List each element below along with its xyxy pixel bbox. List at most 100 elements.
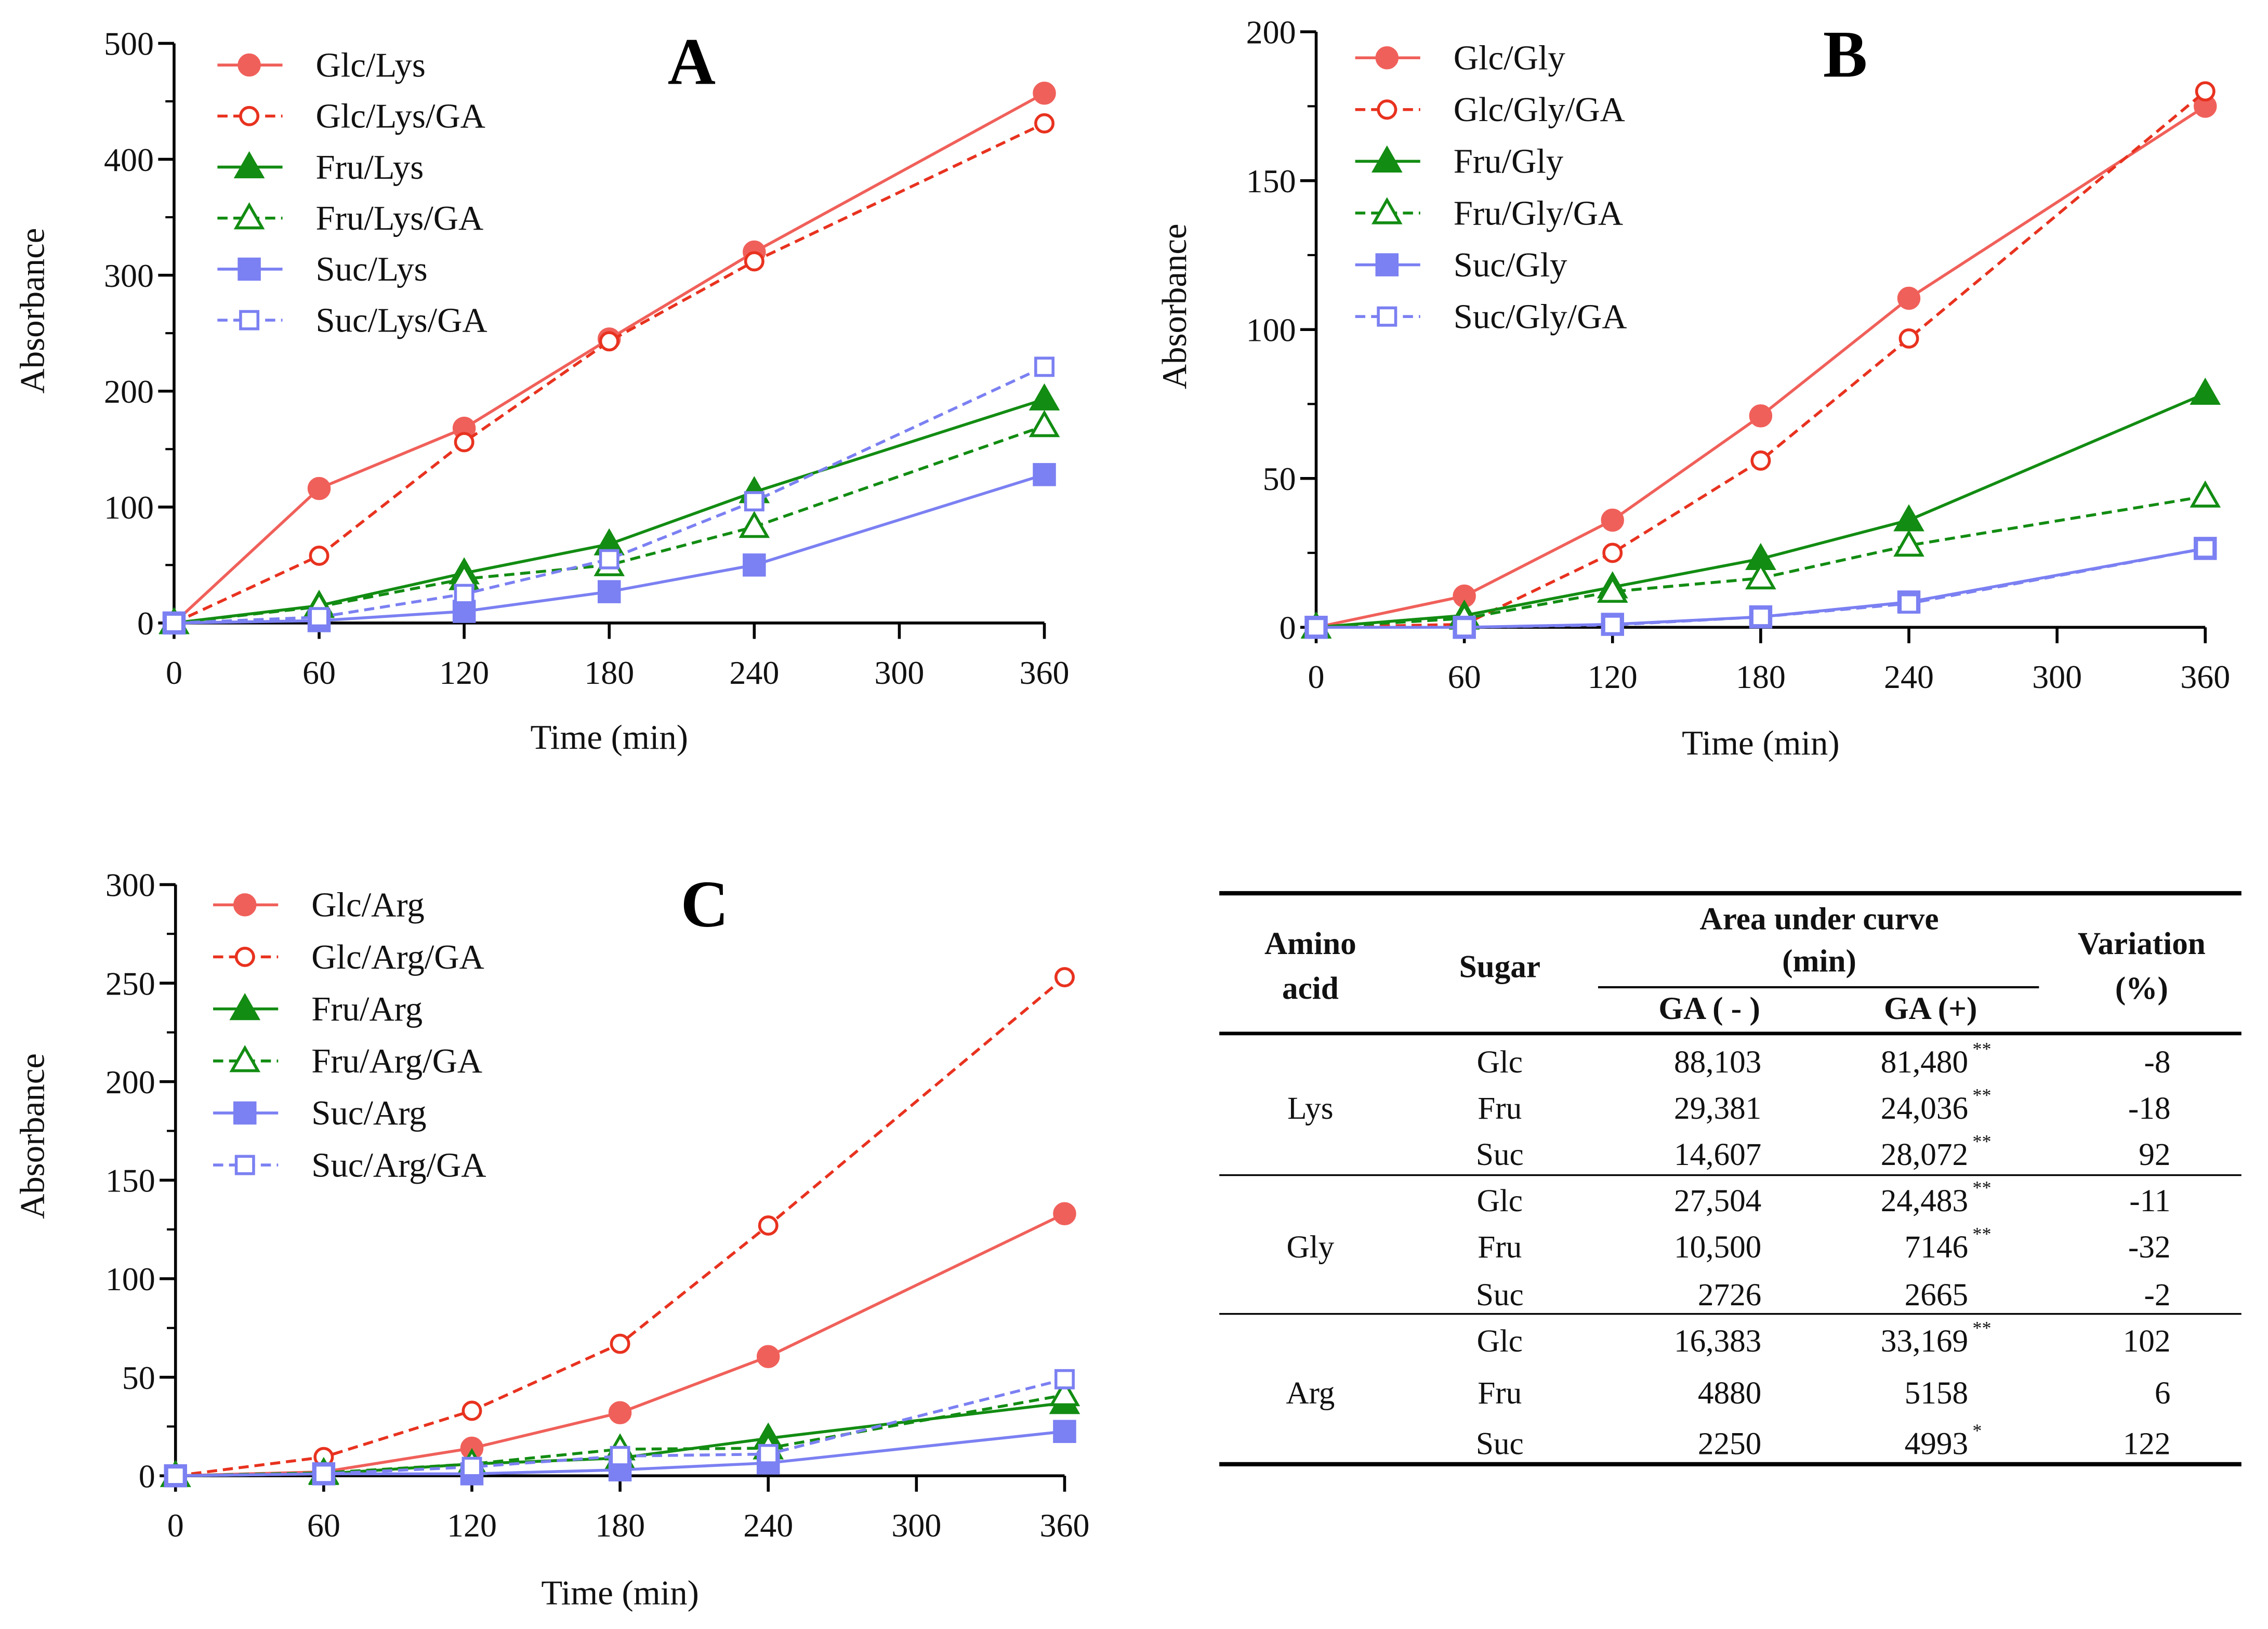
data-point (1053, 1420, 1076, 1443)
legend-label: Fru/Lys/GA (316, 200, 484, 237)
legend-marker (1375, 253, 1399, 276)
data-point (313, 1463, 334, 1484)
legend-label: Glc/Arg/GA (311, 938, 484, 976)
variation-cell: 102 (2123, 1323, 2171, 1359)
ga-minus-cell: 14,607 (1674, 1137, 1761, 1172)
y-tick-label: 300 (106, 867, 155, 904)
table-row: Fru 4880 5158 6 (1478, 1375, 2170, 1411)
legend-item: Glc/Gly (1355, 39, 1566, 77)
data-point (2195, 81, 2216, 102)
data-point (461, 1456, 482, 1477)
ga-minus-cell: 2726 (1698, 1277, 1761, 1313)
data-point (599, 549, 619, 570)
sugar-cell: Glc (1477, 1044, 1523, 1080)
sugar-cell: Fru (1478, 1091, 1522, 1126)
ga-plus-cell: 81,480 (1881, 1044, 1968, 1080)
header-amino-acid: acid (1282, 971, 1339, 1006)
series-line (174, 473, 1045, 625)
significance-mark: ** (1972, 1177, 1991, 1198)
legend-label: Suc/Lys (316, 250, 428, 288)
data-point (758, 1443, 779, 1464)
x-tick-label: 300 (2032, 658, 2082, 695)
header-ga-plus: GA (+) (1884, 991, 1977, 1026)
series-line (1316, 90, 2207, 629)
significance-mark: ** (1972, 1318, 1991, 1339)
table-row: Fru 10,500 7146 ** -32 (1478, 1224, 2170, 1265)
legend-label: Glc/Gly (1454, 39, 1566, 77)
series-line (1316, 392, 2206, 629)
variation-cell: -11 (2129, 1183, 2170, 1219)
legend-label: Glc/Lys (316, 46, 426, 84)
panel-label: B (1823, 17, 1867, 91)
data-point (1893, 504, 1924, 532)
y-axis-label: Absorbance (1156, 223, 1194, 389)
y-tick-label: 50 (122, 1359, 155, 1396)
legend-label: Suc/Gly/GA (1454, 298, 1627, 336)
series-line (1316, 547, 2206, 629)
x-tick-label: 360 (1040, 1507, 1090, 1544)
sugar-cell: Suc (1476, 1426, 1524, 1461)
legend-item: Suc/Lys (217, 250, 428, 288)
variation-cell: -2 (2144, 1277, 2171, 1313)
y-tick-label: 50 (1263, 460, 1296, 497)
y-tick-label: 100 (106, 1261, 155, 1297)
sugar-cell: Glc (1477, 1323, 1523, 1359)
legend-marker (233, 151, 265, 179)
x-tick-label: 360 (1020, 654, 1070, 691)
x-tick-label: 240 (743, 1507, 793, 1544)
data-point (756, 1345, 780, 1368)
auc-table: Amino acid Sugar Area under curve (min) GA ( … (1219, 891, 2241, 1467)
legend-marker (234, 947, 255, 967)
ga-minus-cell: 16,383 (1674, 1323, 1761, 1359)
data-point (2195, 538, 2216, 559)
data-point (597, 580, 621, 603)
legend-item: Glc/Lys/GA (217, 98, 485, 136)
table-row: Suc 2726 2665 -2 (1476, 1277, 2171, 1313)
amino-acid-cell: Arg (1286, 1375, 1335, 1411)
data-point (1033, 463, 1056, 486)
x-tick-label: 60 (307, 1507, 340, 1544)
y-tick-label: 100 (104, 489, 154, 526)
series-suc-arg-ga (165, 1369, 1075, 1486)
x-tick-label: 0 (1308, 658, 1325, 695)
data-point (1033, 82, 1056, 105)
x-tick-label: 180 (584, 654, 634, 691)
chart-c: 0 50 100 150 200 250 300 0 60 120 180 240 300 360 Time… (14, 867, 1090, 1612)
legend-label: Glc/Arg (311, 886, 425, 924)
variation-cell: 92 (2139, 1137, 2170, 1172)
y-tick-label: 200 (104, 373, 154, 410)
data-point (454, 432, 474, 453)
significance-mark: ** (1972, 1039, 1991, 1059)
legend-item: Glc/Arg (213, 886, 425, 924)
table-row: Glc 27,504 24,483 ** -11 (1477, 1177, 2171, 1219)
legend-label: Fru/Lys (316, 149, 424, 187)
x-tick-label: 300 (891, 1507, 941, 1544)
header-sugar: Sugar (1459, 949, 1540, 984)
data-point (743, 553, 766, 577)
table-row: Glc 88,103 81,480 ** -8 (1477, 1039, 2171, 1080)
legend-label: Fru/Arg/GA (311, 1042, 482, 1080)
data-point (610, 1333, 630, 1354)
ga-plus-cell: 5158 (1905, 1375, 1968, 1411)
sugar-cell: Glc (1477, 1183, 1523, 1219)
x-tick-label: 0 (166, 654, 182, 691)
data-point (2190, 377, 2221, 405)
legend-label: Glc/Lys/GA (316, 98, 485, 136)
series-line (174, 425, 1045, 625)
ga-plus-cell: 7146 (1905, 1229, 1968, 1265)
variation-cell: 6 (2155, 1375, 2171, 1411)
data-point (309, 546, 329, 566)
legend-marker (1375, 46, 1399, 70)
data-point (307, 476, 331, 500)
sugar-cell: Fru (1478, 1375, 1522, 1411)
data-point (1893, 529, 1924, 557)
header-amino-acid: Amino (1264, 926, 1356, 961)
ga-plus-cell: 24,036 (1881, 1091, 1968, 1126)
data-point (1749, 404, 1773, 428)
data-point (454, 584, 474, 604)
legend-label: Fru/Gly/GA (1454, 194, 1623, 232)
x-tick-label: 300 (874, 654, 924, 691)
legend-item: Fru/Lys (217, 149, 424, 187)
legend-item: Suc/Arg (213, 1094, 426, 1132)
data-point (164, 613, 184, 633)
